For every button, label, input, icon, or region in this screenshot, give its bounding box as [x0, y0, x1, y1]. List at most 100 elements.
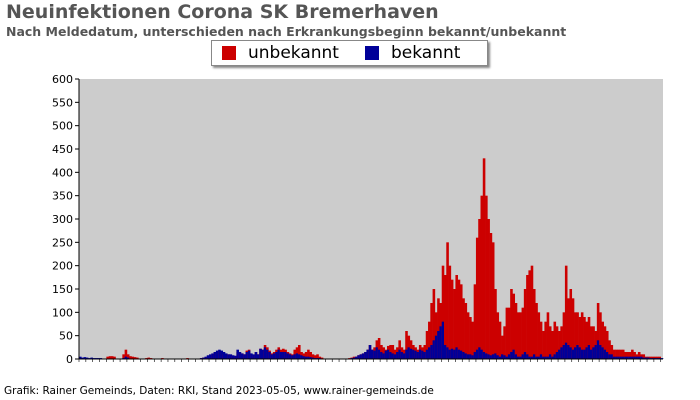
chart-title: Neuinfektionen Corona SK Bremerhaven [6, 1, 439, 23]
bar-bekannt [291, 355, 294, 359]
bar-unbekannt [626, 352, 630, 359]
bar-bekannt [211, 353, 214, 359]
bar-bekannt [389, 352, 392, 359]
y-tick-label: 400 [52, 166, 73, 179]
bar-bekannt [261, 349, 265, 359]
y-tick-label: 150 [52, 283, 73, 296]
bar-unbekannt [535, 303, 538, 359]
bar-unbekannt [136, 357, 139, 359]
bar-bekannt [288, 354, 292, 359]
bar-bekannt [521, 354, 525, 359]
bar-bekannt [615, 356, 618, 359]
bar-bekannt [612, 356, 616, 359]
bar-unbekannt [517, 312, 520, 359]
bar-unbekannt [580, 312, 584, 359]
bar-bekannt [605, 352, 609, 359]
bar-bekannt [218, 349, 221, 359]
bar-unbekannt [605, 331, 609, 359]
bar-bekannt [398, 349, 401, 359]
bar-bekannt [567, 345, 570, 359]
bar-unbekannt [457, 279, 461, 359]
bar-unbekannt [574, 312, 577, 359]
y-tick-label: 450 [52, 143, 73, 156]
bar-unbekannt [615, 349, 618, 359]
bar-unbekannt [526, 275, 529, 359]
bar-unbekannt [487, 219, 490, 359]
bar-bekannt [400, 352, 404, 359]
bar-bekannt [453, 349, 456, 359]
bar-bekannt [491, 354, 495, 359]
bar-bekannt [213, 352, 217, 359]
bar-bekannt [361, 353, 365, 359]
bar-unbekannt [501, 335, 504, 359]
bar-unbekannt [503, 326, 506, 359]
bar-bekannt [501, 354, 504, 359]
bar-unbekannt [110, 356, 114, 359]
bar-unbekannt [571, 298, 575, 359]
bar-unbekannt [610, 345, 614, 359]
bar-bekannt [631, 356, 634, 359]
bar-bekannt [523, 352, 527, 359]
bar-bekannt [402, 353, 406, 359]
bar-bekannt [416, 352, 420, 359]
bar-unbekannt [316, 354, 319, 359]
bar-bekannt [478, 347, 481, 359]
bar-unbekannt [590, 326, 593, 359]
bar-bekannt [441, 321, 445, 359]
bar-bekannt [496, 355, 500, 359]
bar-unbekannt [653, 356, 657, 359]
bar-unbekannt [621, 349, 625, 359]
chart-subtitle: Nach Meldedatum, unterschieden nach Erkr… [6, 24, 567, 39]
bar-bekannt [569, 347, 573, 359]
bar-bekannt [240, 353, 244, 359]
bar-unbekannt [562, 312, 566, 359]
bar-bekannt [576, 345, 579, 359]
bar-bekannt [507, 354, 511, 359]
bar-unbekannt [578, 317, 582, 359]
bar-unbekannt [640, 354, 643, 359]
bar-unbekannt [637, 352, 641, 359]
bar-bekannt [626, 356, 630, 359]
bar-bekannt [364, 352, 367, 359]
bar-unbekannt [489, 233, 493, 359]
bar-unbekannt [510, 289, 513, 359]
bar-bekannt [90, 357, 93, 359]
bar-unbekannt [631, 349, 634, 359]
bar-bekannt [555, 352, 559, 359]
bar-unbekannt [514, 303, 518, 359]
bar-bekannt [450, 348, 454, 359]
bar-unbekannt [309, 352, 312, 359]
legend-label-unbekannt: unbekannt [248, 43, 339, 63]
bar-unbekannt [147, 357, 151, 359]
bar-unbekannt [108, 356, 112, 359]
bar-bekannt [83, 357, 87, 359]
bar-bekannt [85, 357, 89, 359]
bar-bekannt [608, 354, 611, 359]
bar-bekannt [624, 356, 627, 359]
bar-bekannt [644, 357, 648, 359]
bar-bekannt [457, 349, 461, 359]
bar-unbekannt [587, 317, 591, 359]
y-tick-label: 200 [52, 260, 73, 273]
bar-bekannt [302, 356, 306, 359]
bar-unbekannt [546, 312, 550, 359]
bar-unbekannt [555, 326, 559, 359]
bar-bekannt [503, 355, 506, 359]
bar-bekannt [560, 347, 563, 359]
bar-bekannt [480, 349, 484, 359]
bar-bekannt [243, 354, 246, 359]
bar-unbekannt [469, 317, 472, 359]
bar-bekannt [293, 354, 297, 359]
bar-bekannt [430, 345, 433, 359]
bar-unbekannt [478, 219, 481, 359]
bar-unbekannt [537, 312, 541, 359]
bar-bekannt [256, 354, 260, 359]
bar-bekannt [227, 354, 230, 359]
bar-bekannt [487, 354, 490, 359]
y-tick-label: 550 [52, 96, 73, 109]
legend-swatch-bekannt [364, 46, 379, 60]
bar-unbekannt [480, 195, 484, 359]
bar-bekannt [277, 349, 281, 359]
bar-bekannt [469, 354, 472, 359]
bar-bekannt [366, 349, 370, 359]
